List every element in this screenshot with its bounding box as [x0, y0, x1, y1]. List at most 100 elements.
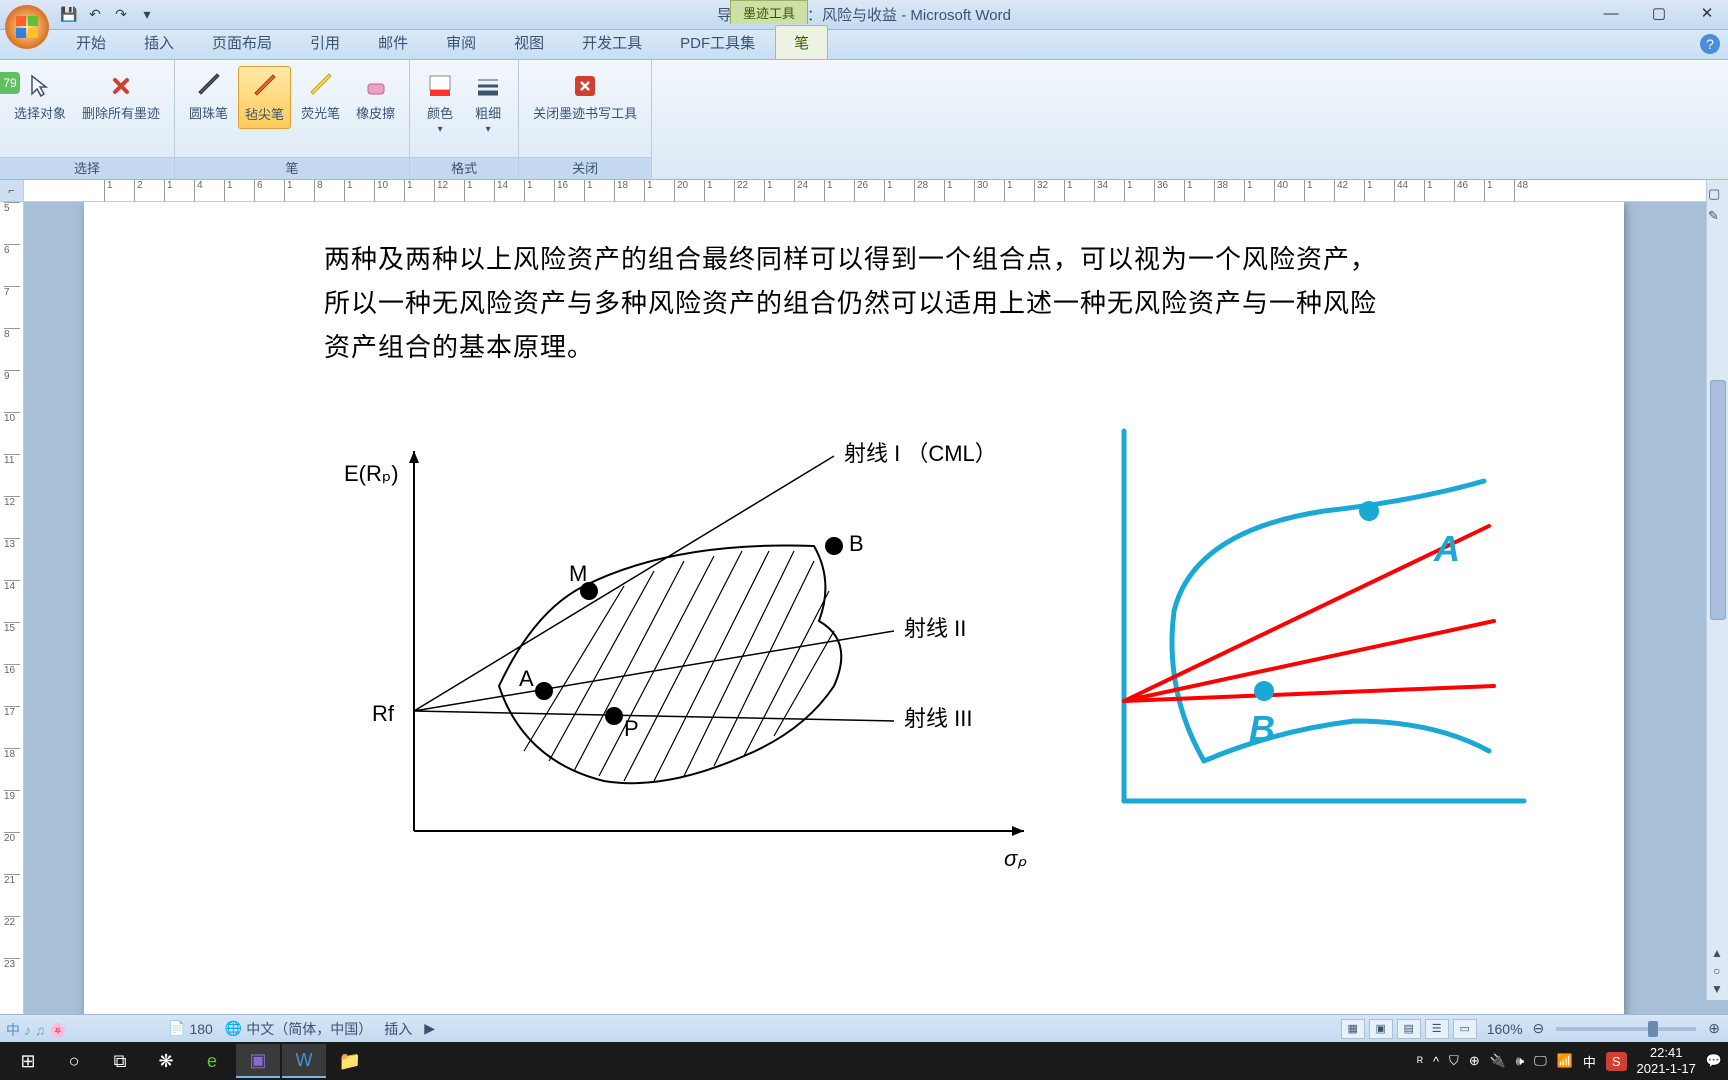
tab-insert[interactable]: 插入	[126, 26, 192, 59]
tab-home[interactable]: 开始	[58, 26, 124, 59]
tray-volume-icon[interactable]: 🕪	[1516, 1053, 1524, 1069]
undo-icon[interactable]: ↶	[84, 4, 106, 26]
status-page: 📄 180	[168, 1020, 213, 1037]
paragraph-text: 两种及两种以上风险资产的组合最终同样可以得到一个组合点，可以视为一个风险资产，所…	[324, 238, 1384, 371]
ribbon-group-select: 选择对象 删除所有墨迹 选择	[0, 60, 175, 179]
start-button[interactable]: ⊞	[6, 1044, 50, 1078]
felt-pen-icon	[249, 71, 281, 103]
ballpoint-button[interactable]: 圆珠笔	[183, 66, 234, 127]
status-mode[interactable]: 插入	[384, 1019, 412, 1039]
tray-icon[interactable]: ⛉	[1449, 1053, 1459, 1069]
cursor-icon	[24, 70, 56, 102]
ray3-label: 射线 III	[904, 706, 972, 731]
contextual-tab-label: 墨迹工具	[730, 0, 808, 24]
view-fullscreen[interactable]: ▣	[1369, 1019, 1393, 1039]
ribbon-group-close: 关闭墨迹书写工具 关闭	[519, 60, 652, 179]
vertical-scrollbar[interactable]: ▲ ○ ▼	[1706, 180, 1728, 1000]
tab-references[interactable]: 引用	[292, 26, 358, 59]
tray-power-icon[interactable]: 🔌	[1490, 1053, 1506, 1069]
office-button[interactable]	[2, 2, 52, 52]
delete-icon	[105, 70, 137, 102]
help-icon[interactable]: ?	[1700, 34, 1720, 54]
scrollbar-thumb[interactable]	[1710, 380, 1726, 620]
view-outline[interactable]: ☰	[1425, 1019, 1449, 1039]
tray-clock[interactable]: 22:41 2021-1-17	[1637, 1045, 1696, 1076]
eraser-icon	[360, 70, 392, 102]
tab-pen[interactable]: 笔	[775, 25, 828, 59]
eraser-button[interactable]: 橡皮擦	[350, 66, 401, 127]
app-icon[interactable]: ❋	[144, 1044, 188, 1078]
zoom-out-button[interactable]: ⊖	[1533, 1020, 1545, 1037]
tray-icon[interactable]: 🖵	[1534, 1053, 1547, 1069]
svg-text:A: A	[519, 666, 534, 691]
zoom-level[interactable]: 160%	[1487, 1021, 1523, 1037]
tray-icon[interactable]: S	[1606, 1052, 1627, 1071]
ray2-label: 射线 II	[904, 616, 966, 641]
tab-review[interactable]: 审阅	[428, 26, 494, 59]
tab-view[interactable]: 视图	[496, 26, 562, 59]
view-web[interactable]: ▤	[1397, 1019, 1421, 1039]
app-icon[interactable]: ▣	[236, 1044, 280, 1078]
scroll-page-down-icon[interactable]: ▼	[1711, 982, 1723, 996]
maximize-button[interactable]: ▢	[1644, 2, 1674, 24]
highlighter-icon	[305, 70, 337, 102]
ruler-active-badge: 79	[0, 72, 20, 94]
minimize-button[interactable]: —	[1596, 2, 1626, 24]
tray-network-icon[interactable]: 📶	[1557, 1053, 1573, 1069]
cortana-button[interactable]: ○	[52, 1044, 96, 1078]
delete-ink-button[interactable]: 删除所有墨迹	[76, 66, 166, 127]
chart-cml: E(Rₚ) σₚ Rf 射线 I （CML） 射线 II 射线 III	[324, 411, 1064, 881]
weight-icon	[472, 70, 504, 102]
ime-indicator[interactable]: 中 ♪ ♫ 🌸	[6, 1020, 67, 1040]
color-button[interactable]: 颜色▾	[418, 66, 462, 140]
taskbar: ⊞ ○ ⧉ ❋ e ▣ W 📁 ᴿ ^ ⛉ ⊕ 🔌 🕪 🖵 📶 中 S 22:4…	[0, 1042, 1728, 1080]
felt-tip-button[interactable]: 毡尖笔	[238, 66, 291, 129]
highlighter-button[interactable]: 荧光笔	[295, 66, 346, 127]
svg-text:A: A	[1433, 528, 1460, 569]
svg-text:B: B	[849, 531, 864, 556]
window-controls: — ▢ ✕	[1596, 2, 1722, 24]
group-label-close: 关闭	[519, 157, 651, 179]
document-scroll[interactable]: 两种及两种以上风险资产的组合最终同样可以得到一个组合点，可以视为一个风险资产，所…	[24, 202, 1728, 1022]
tray-ime-icon[interactable]: 中	[1583, 1052, 1596, 1071]
weight-button[interactable]: 粗细▾	[466, 66, 510, 140]
status-language[interactable]: 🌐 中文（简体，中国）	[225, 1019, 372, 1039]
tab-developer[interactable]: 开发工具	[564, 26, 660, 59]
side-icon[interactable]: ✎	[1708, 208, 1726, 226]
zoom-slider[interactable]	[1556, 1027, 1696, 1031]
tab-mailings[interactable]: 邮件	[360, 26, 426, 59]
tray-icon[interactable]: ᴿ	[1417, 1054, 1423, 1069]
word-icon[interactable]: W	[282, 1044, 326, 1078]
side-icon[interactable]: ▢	[1708, 186, 1726, 204]
horizontal-ruler[interactable]: 1214161811011211411611812012212412612813…	[24, 180, 1728, 201]
qat-dropdown-icon[interactable]: ▾	[136, 4, 158, 26]
close-ink-button[interactable]: 关闭墨迹书写工具	[527, 66, 643, 127]
tray-expand-icon[interactable]: ^	[1433, 1054, 1439, 1069]
close-icon	[569, 70, 601, 102]
system-tray: ᴿ ^ ⛉ ⊕ 🔌 🕪 🖵 📶 中 S 22:41 2021-1-17 💬	[1417, 1045, 1722, 1076]
tab-pdf[interactable]: PDF工具集	[662, 26, 773, 59]
status-macro-icon[interactable]: ▶	[424, 1020, 435, 1037]
scroll-browse-icon[interactable]: ○	[1713, 964, 1720, 978]
view-draft[interactable]: ▭	[1453, 1019, 1477, 1039]
zoom-in-button[interactable]: ⊕	[1708, 1020, 1720, 1037]
taskview-button[interactable]: ⧉	[98, 1044, 142, 1078]
edge-icon[interactable]: e	[190, 1044, 234, 1078]
close-button[interactable]: ✕	[1692, 2, 1722, 24]
tray-notifications-icon[interactable]: 💬	[1706, 1053, 1722, 1069]
y-axis-label: E(Rₚ)	[344, 461, 399, 486]
ray1-label: 射线 I （CML）	[844, 441, 997, 466]
svg-text:B: B	[1249, 708, 1275, 749]
x-axis-label: σₚ	[1004, 846, 1027, 871]
scroll-page-up-icon[interactable]: ▲	[1711, 946, 1723, 960]
tab-layout[interactable]: 页面布局	[194, 26, 290, 59]
ruler-corner: ⌐	[0, 180, 24, 201]
vertical-ruler[interactable]: 567891011121314151617181920212223	[0, 202, 24, 1022]
redo-icon[interactable]: ↷	[110, 4, 132, 26]
tray-icon[interactable]: ⊕	[1469, 1053, 1480, 1069]
quick-access-toolbar: 💾 ↶ ↷ ▾	[58, 4, 158, 26]
explorer-icon[interactable]: 📁	[328, 1044, 372, 1078]
ruler-area: ⌐ 12141618110112114116118120122124126128…	[0, 180, 1728, 202]
view-print-layout[interactable]: ▦	[1341, 1019, 1365, 1039]
save-icon[interactable]: 💾	[58, 4, 80, 26]
